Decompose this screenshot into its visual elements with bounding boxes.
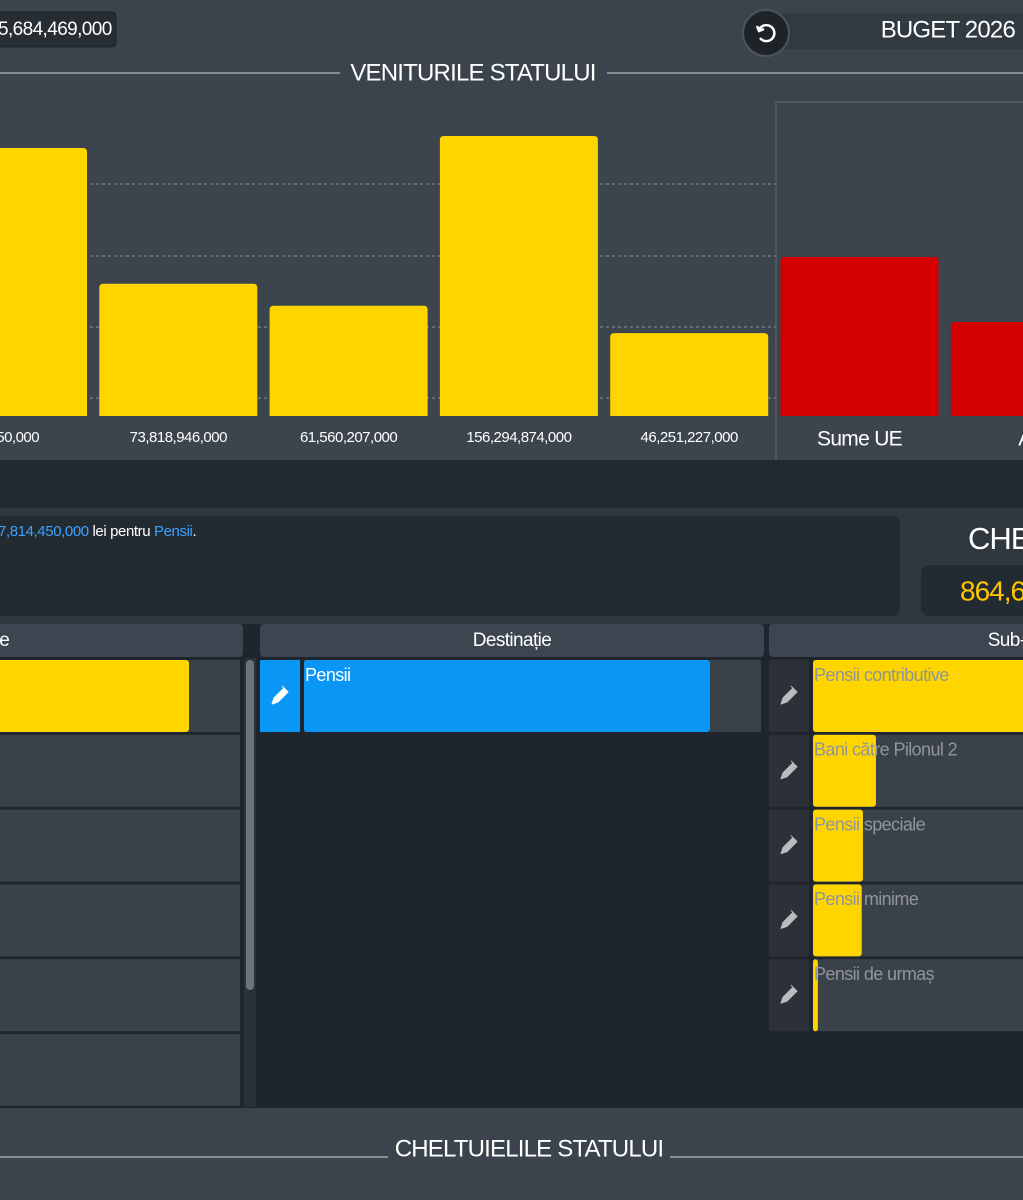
bar (610, 333, 769, 416)
item-label: Pensii contributive (814, 665, 949, 685)
message-box (0, 516, 900, 616)
list-item[interactable]: ii (0, 959, 240, 1032)
list-item[interactable] (0, 1034, 240, 1106)
item-box (0, 959, 240, 1032)
budget-pill (780, 13, 1023, 49)
total: 5,684,469,000 (0, 19, 112, 40)
list-item[interactable]: e (0, 884, 240, 957)
bar (0, 147, 87, 416)
column-header (769, 624, 1023, 657)
expenses-amount: 864,67 (960, 575, 1023, 606)
budget-title: BUGET 2026 (881, 16, 1016, 43)
column-header (260, 624, 764, 657)
list-item[interactable]: Pensii contributive (769, 660, 1023, 732)
edit-icon (780, 685, 798, 705)
bar (269, 305, 428, 416)
item-box (0, 1034, 240, 1106)
item-fill (813, 734, 876, 807)
edit-icon (780, 984, 798, 1004)
reset-button[interactable] (742, 9, 790, 57)
edit-icon (780, 760, 798, 780)
expenses-title: CHEL (968, 521, 1023, 556)
bar-label: 156,294,874,000 (466, 429, 571, 446)
item-fill (813, 959, 818, 1032)
bars: 0,050,000 73,818,946,000 61,560,207,000 156… (0, 136, 1023, 451)
item-box (0, 884, 240, 957)
bar (780, 257, 939, 416)
list-item[interactable]: Pensii speciale (769, 809, 1023, 882)
columns: ituție tatii Socialeolice eii Destinație Pen… (0, 624, 1023, 1106)
item-label: Pensii speciale (814, 814, 926, 834)
edit-icon (271, 685, 289, 705)
band (0, 460, 1023, 508)
bar-label: 73,818,946,000 (130, 429, 227, 446)
reset-icon (755, 23, 776, 43)
list-item[interactable]: olice (0, 734, 240, 807)
item-fill (304, 660, 710, 732)
item-fill (813, 884, 862, 957)
list-item[interactable]: Pensii (260, 660, 761, 732)
edit-icon (780, 835, 798, 855)
scroll-thumb[interactable] (246, 660, 254, 990)
bar-label: 61,560,207,000 (300, 429, 397, 446)
expenses-section-title: CHELTUIELILE STATULUI (395, 1135, 664, 1162)
message: 7,814,450,000 lei pentru Pensii. (0, 523, 196, 540)
item-label: Pensii de urmaș (814, 964, 935, 984)
bar-label: 0,050,000 (0, 429, 39, 446)
item-box (813, 959, 1023, 1032)
item-label: Bani către Pilonul 2 (814, 740, 958, 760)
bar-label: Sume UE (817, 428, 903, 451)
total-box (0, 11, 117, 48)
column-title: ituție (0, 630, 9, 651)
eu-panel-frame (775, 101, 1023, 460)
list-item[interactable] (0, 809, 240, 882)
item-box (0, 809, 240, 882)
item-fill (0, 660, 189, 732)
item-fill (813, 660, 1023, 732)
column-title: Destinație (473, 630, 552, 651)
item-box (0, 734, 240, 807)
bar-label: 46,251,227,000 (641, 429, 738, 446)
expenses-box (921, 565, 1023, 616)
bar (99, 283, 258, 416)
bar (950, 322, 1023, 416)
item-fill (813, 809, 863, 882)
bar (439, 136, 598, 416)
item-label: Pensii minime (814, 889, 919, 909)
edit-icon (780, 910, 798, 929)
column-title: Sub-des (988, 630, 1023, 651)
list-item[interactable]: Pensii minime (769, 884, 1023, 957)
list-item[interactable]: Pensii de urmaș (769, 959, 1023, 1032)
column-header (0, 624, 243, 657)
list-item[interactable]: Bani către Pilonul 2 (769, 734, 1023, 807)
bar-label: Ac (1018, 428, 1023, 451)
revenue-title: VENITURILE STATULUI (350, 59, 595, 86)
item-label: Pensii (305, 665, 350, 685)
list-item[interactable]: tatii Sociale (0, 660, 240, 732)
